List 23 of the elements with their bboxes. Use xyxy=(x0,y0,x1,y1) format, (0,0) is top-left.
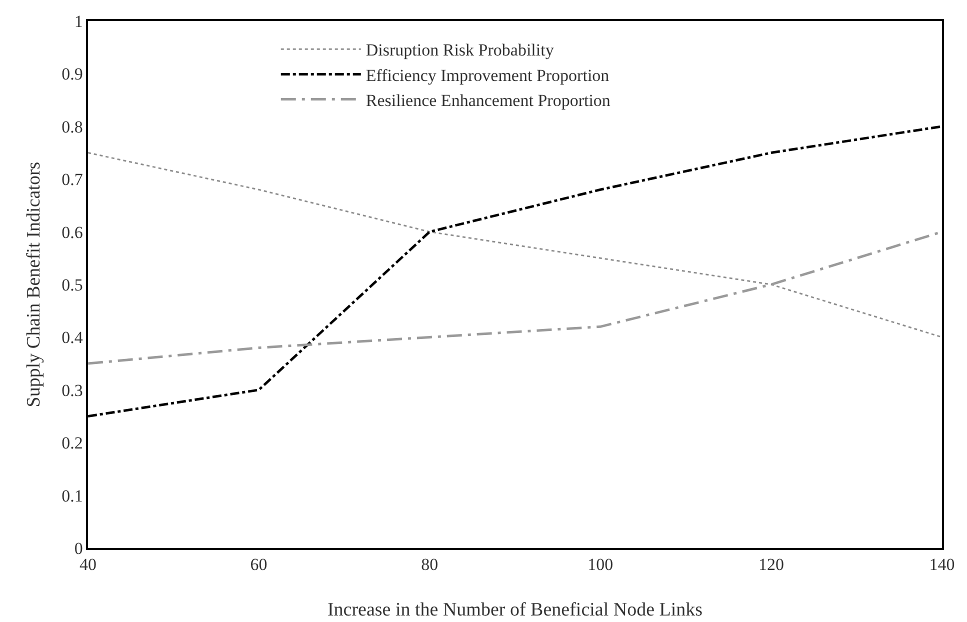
x-tick-label: 120 xyxy=(758,555,784,574)
y-tick-label: 0.5 xyxy=(62,275,83,294)
y-tick-label: 0.7 xyxy=(62,170,84,190)
y-tick-label: 0.3 xyxy=(62,380,83,400)
y-tick-label: 0 xyxy=(74,538,83,558)
y-tick-label: 0.6 xyxy=(62,222,83,242)
y-tick-label: 0.4 xyxy=(62,328,84,348)
y-tick-label: 0.8 xyxy=(62,117,83,136)
y-tick-label: 1 xyxy=(74,12,83,31)
x-tick-label: 80 xyxy=(421,555,438,574)
legend-label: Efficiency Improvement Proportion xyxy=(366,66,610,85)
y-tick-label: 0.9 xyxy=(62,64,83,84)
legend-label: Resilience Enhancement Proportion xyxy=(366,90,611,110)
x-tick-label: 140 xyxy=(929,555,955,574)
y-axis-title: Supply Chain Benefit Indicators xyxy=(24,162,44,408)
y-tick-label: 0.1 xyxy=(62,486,83,506)
x-tick-label: 60 xyxy=(250,555,268,574)
x-tick-label: 100 xyxy=(588,555,614,574)
x-axis-title: Increase in the Number of Beneficial Node Links xyxy=(327,600,703,620)
legend-label: Disruption Risk Probability xyxy=(366,40,554,60)
line-series xyxy=(88,152,942,338)
x-tick-label: 40 xyxy=(80,555,96,574)
y-tick-label: 0.2 xyxy=(62,434,83,453)
